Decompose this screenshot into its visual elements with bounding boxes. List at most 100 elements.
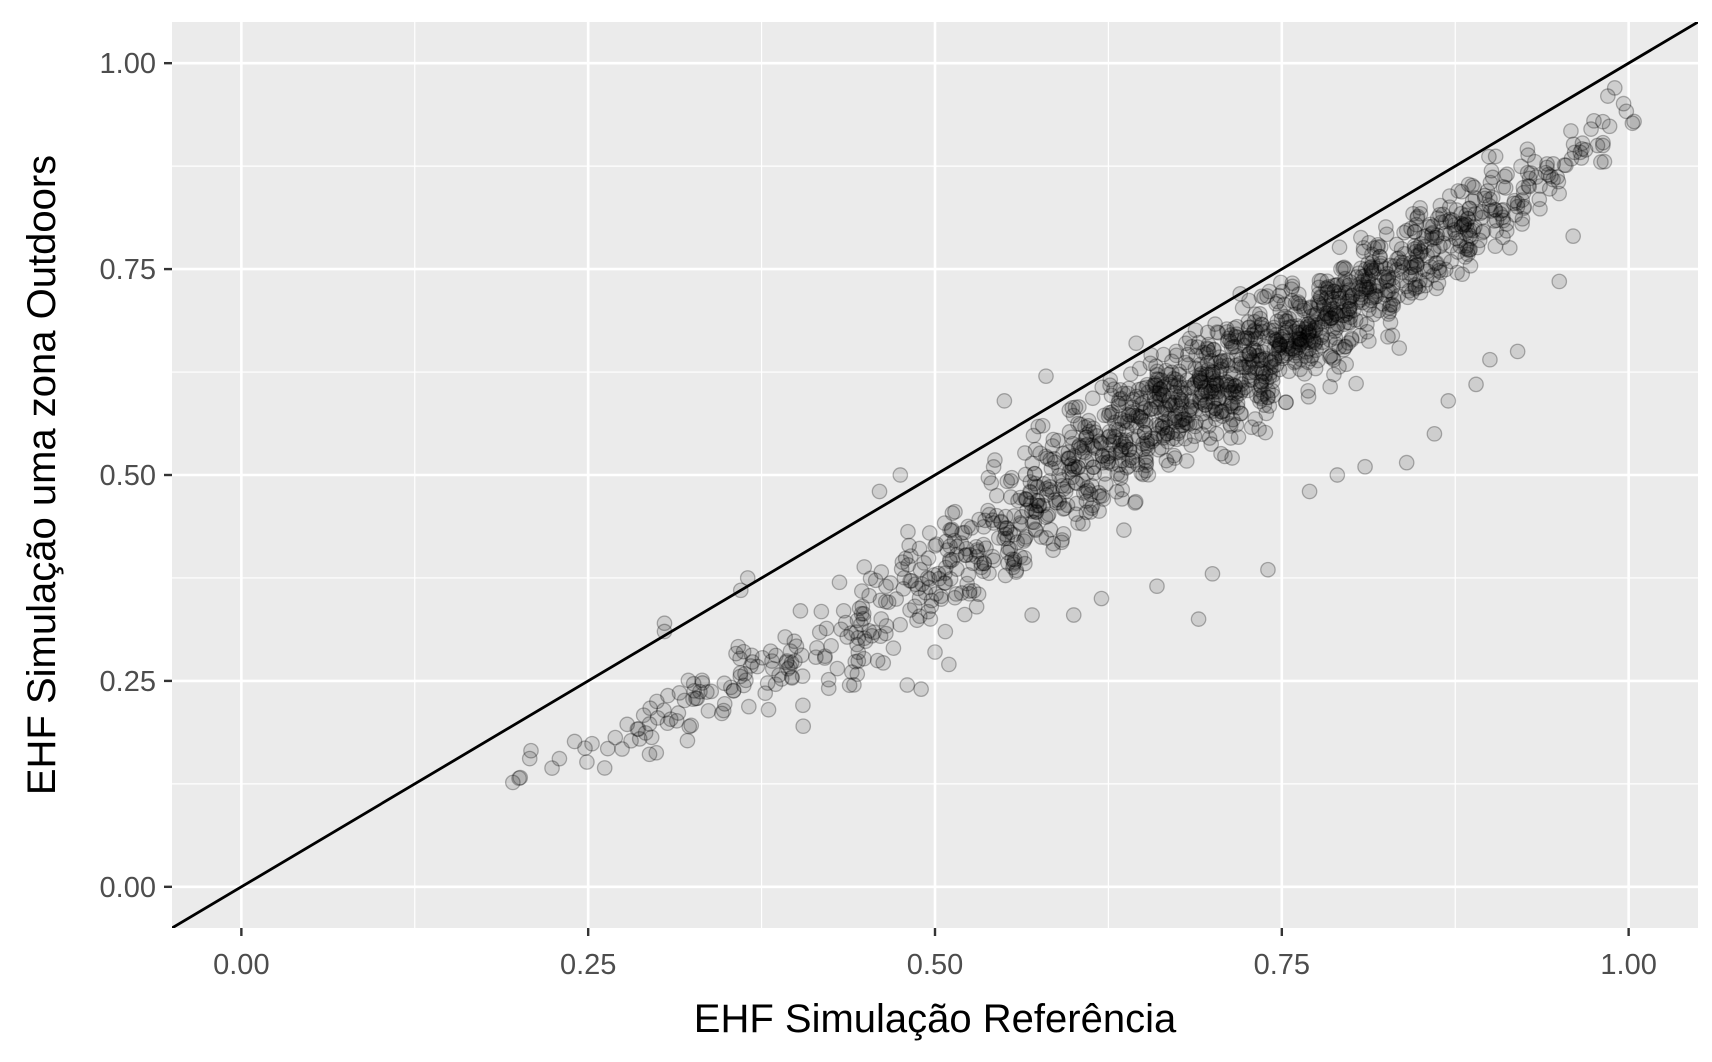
scatter-point bbox=[1279, 313, 1296, 330]
scatter-point bbox=[856, 630, 873, 647]
scatter-point bbox=[1121, 441, 1138, 458]
scatter-point bbox=[1153, 440, 1170, 456]
scatter-point bbox=[942, 522, 958, 538]
scatter-point bbox=[1401, 269, 1418, 285]
scatter-point bbox=[1367, 288, 1384, 305]
scatter-point bbox=[777, 629, 794, 645]
scatter-point bbox=[1298, 344, 1314, 360]
scatter-point bbox=[1132, 396, 1149, 413]
scatter-point bbox=[1199, 355, 1216, 372]
scatter-point bbox=[1297, 348, 1314, 364]
scatter-point bbox=[1100, 408, 1117, 424]
scatter-point bbox=[1218, 321, 1235, 337]
scatter-point bbox=[869, 652, 886, 669]
scatter-point bbox=[975, 536, 992, 553]
scatter-point bbox=[1376, 269, 1393, 286]
scatter-point bbox=[1234, 376, 1250, 392]
scatter-point bbox=[1162, 374, 1179, 390]
scatter-point bbox=[1468, 376, 1484, 393]
scatter-point bbox=[1132, 408, 1149, 425]
scatter-point bbox=[1150, 371, 1167, 388]
scatter-point bbox=[1429, 210, 1446, 226]
scatter-point bbox=[987, 452, 1003, 468]
scatter-point bbox=[1080, 482, 1097, 499]
scatter-point bbox=[1277, 320, 1294, 336]
scatter-point bbox=[1000, 555, 1016, 571]
scatter-point bbox=[1311, 286, 1327, 302]
scatter-point bbox=[1122, 366, 1139, 382]
scatter-point bbox=[1428, 229, 1445, 246]
scatter-point bbox=[1363, 259, 1379, 275]
scatter-point bbox=[1091, 433, 1108, 450]
scatter-point bbox=[1153, 372, 1170, 388]
scatter-point bbox=[1284, 275, 1301, 292]
scatter-point bbox=[1310, 295, 1327, 312]
scatter-point bbox=[1127, 444, 1144, 460]
scatter-point bbox=[1351, 327, 1368, 344]
scatter-point bbox=[1540, 166, 1557, 183]
scatter-point bbox=[1111, 457, 1127, 473]
scatter-point bbox=[1236, 330, 1253, 347]
scatter-point bbox=[1418, 271, 1435, 288]
scatter-point bbox=[1071, 437, 1088, 454]
scatter-point bbox=[1248, 347, 1265, 364]
scatter-point bbox=[1266, 319, 1282, 336]
scatter-point bbox=[971, 511, 988, 528]
scatter-point bbox=[1142, 401, 1159, 418]
scatter-point bbox=[853, 605, 870, 622]
scatter-point bbox=[1085, 459, 1102, 476]
scatter-point bbox=[1207, 390, 1223, 407]
scatter-point bbox=[1137, 400, 1154, 416]
scatter-point bbox=[1255, 364, 1272, 380]
scatter-point bbox=[1100, 448, 1117, 465]
scatter-point bbox=[897, 550, 914, 567]
scatter-point bbox=[1272, 335, 1288, 352]
scatter-point bbox=[820, 671, 837, 688]
scatter-point bbox=[1084, 390, 1101, 407]
scatter-point bbox=[857, 633, 874, 650]
scatter-point bbox=[1498, 216, 1515, 232]
scatter-point bbox=[1168, 347, 1185, 364]
scatter-point bbox=[903, 548, 919, 564]
scatter-point bbox=[961, 583, 978, 599]
scatter-point bbox=[1318, 280, 1334, 296]
scatter-point bbox=[1183, 400, 1200, 416]
scatter-point bbox=[788, 638, 805, 655]
scatter-point bbox=[1594, 137, 1611, 154]
scatter-point bbox=[1112, 382, 1129, 398]
scatter-point bbox=[1288, 325, 1305, 341]
scatter-point bbox=[1261, 369, 1278, 385]
scatter-point bbox=[1022, 474, 1039, 490]
scatter-point bbox=[1135, 435, 1151, 452]
scatter-point bbox=[1245, 340, 1262, 357]
scatter-point bbox=[1291, 336, 1308, 353]
reference-line-group bbox=[172, 22, 1698, 928]
scatter-point bbox=[1312, 288, 1329, 305]
scatter-point bbox=[1325, 300, 1342, 317]
scatter-point bbox=[1330, 288, 1347, 304]
scatter-point bbox=[1027, 521, 1044, 537]
scatter-point bbox=[1168, 397, 1184, 414]
scatter-point bbox=[911, 540, 928, 557]
scatter-point bbox=[1193, 365, 1210, 382]
scatter-point bbox=[1269, 313, 1286, 330]
scatter-point bbox=[1527, 153, 1543, 170]
scatter-point bbox=[1506, 195, 1522, 212]
scatter-point bbox=[1401, 283, 1417, 299]
scatter-point bbox=[1226, 320, 1243, 337]
scatter-point bbox=[1252, 393, 1268, 410]
scatter-point bbox=[1457, 249, 1473, 265]
scatter-point bbox=[1361, 234, 1377, 251]
scatter-point bbox=[1238, 359, 1254, 376]
scatter-point bbox=[896, 569, 913, 586]
scatter-point bbox=[1205, 393, 1222, 410]
scatter-point bbox=[795, 718, 812, 735]
scatter-point bbox=[685, 691, 701, 708]
scatter-point bbox=[1498, 223, 1515, 239]
scatter-point bbox=[1167, 371, 1184, 388]
scatter-point bbox=[829, 660, 846, 677]
scatter-point bbox=[1262, 353, 1279, 369]
scatter-point bbox=[937, 565, 953, 582]
scatter-point bbox=[1150, 441, 1167, 458]
scatter-point bbox=[928, 586, 944, 602]
